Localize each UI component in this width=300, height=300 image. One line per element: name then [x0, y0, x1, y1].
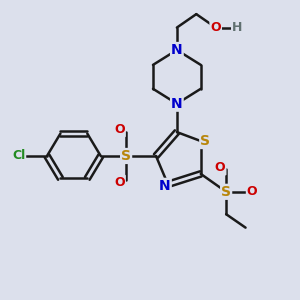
Text: S: S [121, 149, 131, 163]
Text: H: H [232, 21, 242, 34]
Text: N: N [171, 43, 183, 57]
Text: O: O [210, 21, 221, 34]
Text: O: O [215, 161, 226, 174]
Text: O: O [114, 176, 125, 189]
Text: S: S [200, 134, 210, 148]
Text: O: O [114, 123, 125, 136]
Text: O: O [247, 185, 257, 198]
Text: S: S [221, 185, 231, 199]
Text: N: N [159, 179, 171, 193]
Text: N: N [171, 97, 183, 111]
Text: Cl: Cl [12, 149, 25, 163]
